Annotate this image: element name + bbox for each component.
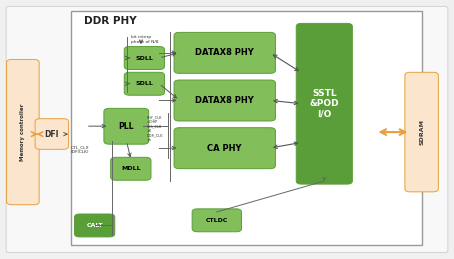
FancyBboxPatch shape (104, 108, 149, 144)
FancyBboxPatch shape (296, 23, 352, 184)
FancyBboxPatch shape (174, 80, 276, 121)
Text: DATAX8 PHY: DATAX8 PHY (195, 96, 254, 105)
Text: Memory controller: Memory controller (20, 103, 25, 161)
Text: CTLDC: CTLDC (206, 218, 228, 223)
FancyBboxPatch shape (174, 32, 276, 73)
FancyBboxPatch shape (111, 157, 151, 180)
Text: SSTL
&POD
I/O: SSTL &POD I/O (310, 89, 339, 119)
Text: PHY_CLK
×CHIP
SYS_CLK
×K
DDR_CLK
×k: PHY_CLK ×CHIP SYS_CLK ×K DDR_CLK ×k (147, 115, 163, 142)
Text: PLL: PLL (118, 122, 134, 131)
FancyBboxPatch shape (6, 59, 39, 205)
Text: CTL_CLX
(DFICLK): CTL_CLX (DFICLK) (71, 145, 89, 154)
Text: DATAX8 PHY: DATAX8 PHY (195, 48, 254, 57)
Text: SDLL: SDLL (135, 81, 153, 86)
FancyBboxPatch shape (35, 119, 69, 149)
Bar (71, 11, 422, 246)
Text: CA PHY: CA PHY (207, 144, 242, 153)
Text: SDLL: SDLL (135, 55, 153, 61)
Text: DDR PHY: DDR PHY (84, 17, 137, 26)
Text: DFI: DFI (44, 130, 59, 139)
FancyBboxPatch shape (192, 209, 242, 232)
FancyBboxPatch shape (124, 47, 164, 69)
Text: CALT: CALT (86, 223, 103, 228)
Text: MDLL: MDLL (121, 166, 141, 171)
FancyBboxPatch shape (6, 6, 448, 253)
Text: SDRAM: SDRAM (419, 119, 424, 145)
Text: bit interp
phase of N/8: bit interp phase of N/8 (131, 35, 158, 44)
FancyBboxPatch shape (405, 72, 439, 192)
FancyBboxPatch shape (74, 214, 115, 237)
FancyBboxPatch shape (174, 128, 276, 169)
FancyBboxPatch shape (124, 72, 164, 95)
